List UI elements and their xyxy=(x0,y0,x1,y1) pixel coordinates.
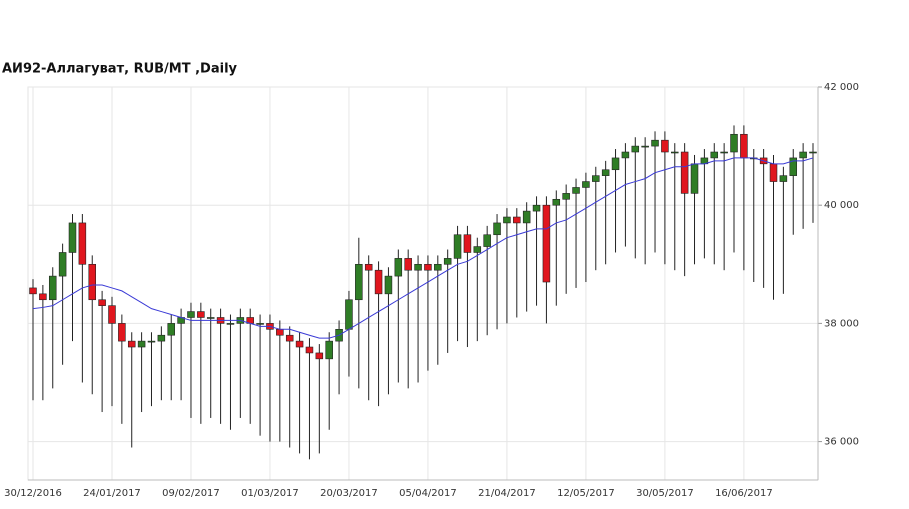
candle-body xyxy=(374,269,383,295)
candle-body xyxy=(345,299,353,330)
candle-body xyxy=(532,204,541,212)
candle-body xyxy=(226,323,235,325)
candle-body xyxy=(769,163,778,182)
candle-body xyxy=(473,246,482,253)
candle-body xyxy=(601,169,610,176)
candle-body xyxy=(147,340,156,343)
candle-body xyxy=(315,352,324,360)
candle-body xyxy=(276,329,284,336)
candle-body xyxy=(671,151,679,154)
x-tick-label: 20/03/2017 xyxy=(320,488,378,499)
candle-body xyxy=(404,258,412,271)
candle-body xyxy=(690,163,699,194)
candle-body xyxy=(661,139,669,153)
candle-body xyxy=(552,198,561,206)
candle-body xyxy=(641,145,649,148)
candle-body xyxy=(443,258,452,265)
candle-body xyxy=(424,263,432,271)
y-tick-label: 38 000 xyxy=(824,318,859,329)
x-tick-label: 21/04/2017 xyxy=(478,488,536,499)
x-tick-label: 05/04/2017 xyxy=(399,488,457,499)
candle-body xyxy=(29,287,37,295)
candle-body xyxy=(779,175,788,182)
chart-title: АИ92-Аллагуват, RUB/MT ,Daily xyxy=(2,62,238,77)
x-tick-label: 16/06/2017 xyxy=(715,488,773,499)
candle-body xyxy=(513,216,521,224)
candle-body xyxy=(384,275,393,295)
candle-body xyxy=(592,175,600,182)
candle-body xyxy=(611,157,620,171)
candle-body xyxy=(68,222,77,253)
candle-body xyxy=(582,181,590,188)
candle-body xyxy=(483,234,491,247)
candle-body xyxy=(809,151,817,154)
y-tick-label: 42 000 xyxy=(824,82,859,93)
x-tick-label: 01/03/2017 xyxy=(241,488,299,499)
candle-body xyxy=(394,258,403,277)
candle-body xyxy=(118,323,126,342)
candle-body xyxy=(108,305,116,324)
candle-body xyxy=(78,222,87,265)
candle-body xyxy=(157,334,166,342)
y-tick-label: 36 000 xyxy=(824,437,859,448)
candle-body xyxy=(562,193,570,200)
candle-body xyxy=(355,263,363,301)
candle-body xyxy=(730,133,738,153)
x-tick-label: 24/01/2017 xyxy=(83,488,141,499)
candle-body xyxy=(127,340,136,348)
candle-body xyxy=(206,317,215,319)
candle-body xyxy=(364,263,373,271)
candle-body xyxy=(542,204,551,283)
candle-body xyxy=(799,151,807,159)
plot-frame xyxy=(27,86,819,481)
y-tick-label: 40 000 xyxy=(824,200,859,211)
candle-body xyxy=(325,340,333,360)
x-tick-label: 30/12/2016 xyxy=(4,488,62,499)
moving-average xyxy=(32,157,814,339)
candle-body xyxy=(572,187,580,194)
candle-body xyxy=(305,346,314,354)
candle-body xyxy=(621,151,630,159)
candle-body xyxy=(651,139,659,147)
candle-body xyxy=(167,323,175,336)
candle-body xyxy=(197,311,205,318)
candle-body xyxy=(503,216,511,224)
candle-body xyxy=(434,263,442,271)
candle-body xyxy=(414,263,422,271)
candle-body xyxy=(88,263,96,301)
candle-body xyxy=(453,234,462,259)
candle-body xyxy=(58,252,67,277)
candle-body xyxy=(285,334,294,342)
candle-body xyxy=(720,151,728,154)
candle-body xyxy=(48,275,57,301)
candle-body xyxy=(631,145,640,153)
x-tick-label: 09/02/2017 xyxy=(162,488,220,499)
candle-body xyxy=(98,299,106,306)
candle-body xyxy=(463,234,472,253)
candle-body xyxy=(295,340,304,348)
candle-body xyxy=(522,210,531,224)
candle-body xyxy=(680,151,689,194)
candle-body xyxy=(137,340,146,348)
candle-body xyxy=(740,133,748,159)
candle-body xyxy=(493,222,501,236)
x-tick-label: 30/05/2017 xyxy=(636,488,694,499)
x-tick-label: 12/05/2017 xyxy=(557,488,615,499)
candle-body xyxy=(256,323,264,325)
candle-body xyxy=(789,157,798,176)
candle-body xyxy=(39,293,47,301)
candle-body xyxy=(187,311,195,318)
candle-body xyxy=(710,151,719,159)
